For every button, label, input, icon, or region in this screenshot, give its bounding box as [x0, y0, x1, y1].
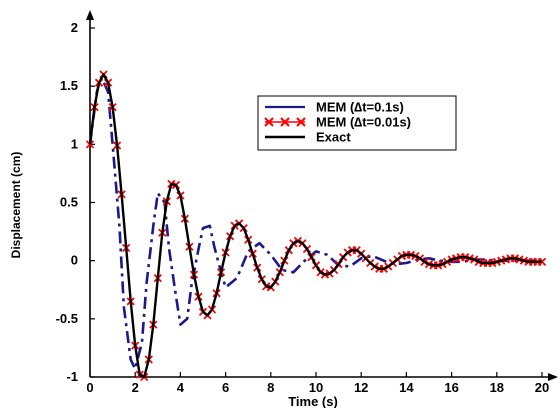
y-tick-label: 0.5: [60, 195, 78, 210]
plot-area: [85, 70, 547, 382]
series-line-mem-dt-0.1: [88, 75, 542, 371]
legend-label: MEM (∆t=0.01s): [316, 115, 411, 130]
y-tick-label: 1: [71, 136, 78, 151]
y-axis-arrow: [86, 10, 94, 20]
x-tick-label: 0: [86, 380, 93, 395]
y-tick-label: 1.5: [60, 78, 78, 93]
x-tick-label: 2: [132, 380, 139, 395]
y-tick-label: -0.5: [56, 311, 78, 326]
x-tick-label: 14: [399, 380, 414, 395]
y-axis-ticks: -1 -0.5 0 0.5 1 1.5 2: [56, 20, 95, 384]
x-tick-label: 18: [490, 380, 504, 395]
series-line-exact: [88, 73, 542, 379]
x-tick-label: 8: [267, 380, 274, 395]
x-tick-label: 12: [354, 380, 368, 395]
legend-marker: [296, 117, 306, 127]
axes: [86, 10, 558, 381]
y-tick-label: -1: [66, 369, 78, 384]
x-tick-label: 6: [222, 380, 229, 395]
x-tick-label: 16: [444, 380, 458, 395]
series-dash-dot: [88, 75, 542, 371]
x-axis-ticks: 0 2 4 6 8 10 12 14 16 18 20: [86, 372, 549, 395]
y-tick-label: 0: [71, 253, 78, 268]
x-tick-label: 20: [535, 380, 549, 395]
legend-label: Exact: [316, 130, 351, 145]
y-axis-label: Displacement (cm): [9, 152, 23, 259]
x-tick-label: 10: [309, 380, 323, 395]
legend-marker: [264, 117, 274, 127]
legend-marker: [280, 117, 290, 127]
legend: MEM (∆t=0.1s)MEM (∆t=0.01s)Exact: [257, 95, 457, 151]
x-axis-label: Time (s): [288, 394, 338, 408]
legend-label: MEM (∆t=0.1s): [316, 100, 404, 115]
x-axis-arrow: [548, 373, 558, 381]
x-tick-label: 4: [177, 380, 185, 395]
series-solid: [88, 73, 542, 379]
legend-box: [257, 95, 457, 151]
data-point-marker: [85, 140, 95, 149]
y-tick-label: 2: [71, 20, 78, 35]
